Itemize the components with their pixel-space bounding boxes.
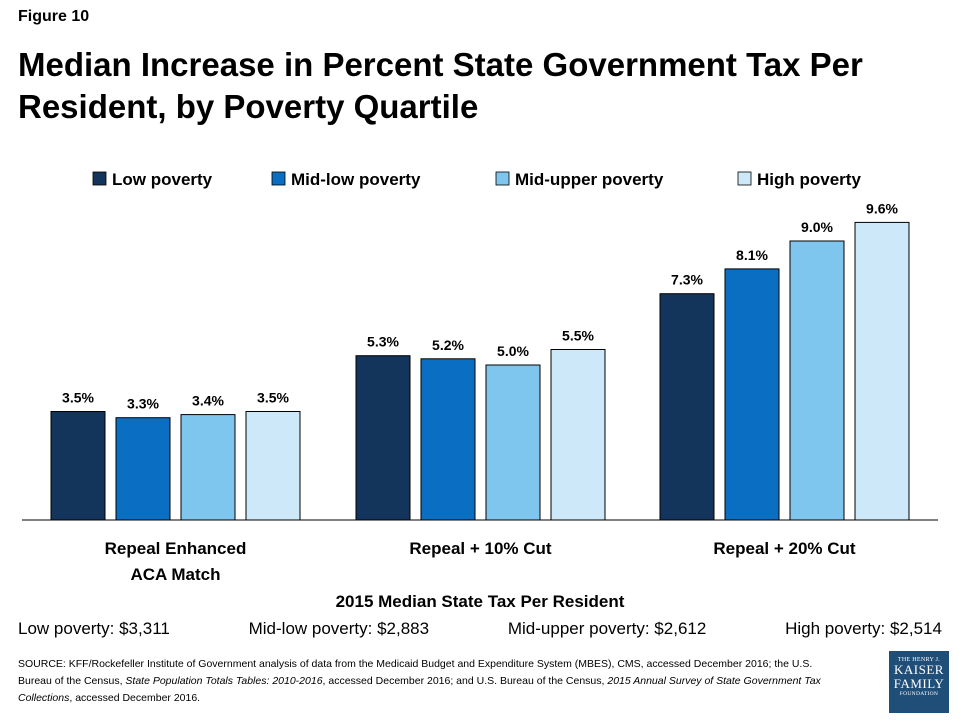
bar-2-3	[854, 221, 910, 521]
source-text-1: SOURCE: KFF/Rockefeller Institute of Gov…	[18, 658, 813, 687]
bar-2-0	[659, 293, 715, 521]
summary-row: Low poverty: $3,311 Mid-low poverty: $2,…	[18, 619, 942, 639]
legend-label-3: High poverty	[757, 170, 861, 189]
value-label-2-3: 9.6%	[866, 200, 898, 216]
bar-1-3	[550, 349, 606, 521]
legend-swatch-1	[271, 171, 286, 186]
logo-line-1: THE HENRY J.	[897, 657, 941, 663]
summary-item-mid-low: Mid-low poverty: $2,883	[248, 619, 430, 638]
bar-2-2	[789, 240, 845, 521]
category-label-1-0: Repeal + 10% Cut	[409, 539, 552, 558]
category-label-0-0: Repeal Enhanced	[105, 539, 247, 558]
summary-item-high: High poverty: $2,514	[785, 619, 942, 638]
bar-0-1	[115, 417, 171, 521]
value-label-1-2: 5.0%	[497, 343, 529, 359]
source-italic-2: 2015 Annual Survey of State Government T…	[18, 675, 821, 704]
legend-swatch-0	[92, 171, 107, 186]
logo-line-2: KAISER	[894, 662, 944, 677]
value-label-2-1: 8.1%	[736, 247, 768, 263]
source-text-3: , accessed December 2016.	[69, 692, 201, 704]
bar-0-3	[245, 411, 301, 521]
category-label-2-0: Repeal + 20% Cut	[713, 539, 856, 558]
logo-line-4: FOUNDATION	[899, 691, 939, 697]
legend-label-2: Mid-upper poverty	[515, 170, 664, 189]
legend-swatch-3	[737, 171, 752, 186]
value-label-1-3: 5.5%	[562, 328, 594, 344]
summary-title: 2015 Median State Tax Per Resident	[335, 592, 625, 611]
kff-logo: THE HENRY J. KAISER FAMILY FOUNDATION	[889, 651, 949, 713]
value-label-0-0: 3.5%	[62, 390, 94, 406]
value-label-0-3: 3.5%	[257, 390, 289, 406]
bar-1-1	[420, 358, 476, 521]
chart-title: Median Increase in Percent State Governm…	[18, 46, 863, 125]
value-label-0-2: 3.4%	[192, 393, 224, 409]
value-label-2-2: 9.0%	[801, 219, 833, 235]
source-italic-1: State Population Totals Tables: 2010-201…	[125, 675, 323, 687]
source-note: SOURCE: KFF/Rockefeller Institute of Gov…	[18, 656, 848, 707]
figure-label: Figure 10	[18, 8, 90, 25]
value-label-0-1: 3.3%	[127, 396, 159, 412]
legend-label-1: Mid-low poverty	[291, 170, 421, 189]
bar-0-0	[50, 411, 106, 521]
value-label-1-0: 5.3%	[367, 334, 399, 350]
bar-chart: Low poverty Mid-low poverty Mid-upper pove…	[22, 170, 938, 584]
source-text-2: , accessed December 2016; and U.S. Burea…	[322, 675, 608, 687]
logo-line-3: FAMILY	[893, 676, 945, 691]
category-label-0-1: ACA Match	[130, 565, 220, 584]
legend-label-0: Low poverty	[112, 170, 213, 189]
legend-swatch-2	[495, 171, 510, 186]
bar-2-1	[724, 268, 780, 521]
value-label-2-0: 7.3%	[671, 272, 703, 288]
value-label-1-1: 5.2%	[432, 337, 464, 353]
summary-item-mid-upper: Mid-upper poverty: $2,612	[507, 619, 707, 638]
summary-item-low: Low poverty: $3,311	[18, 619, 170, 638]
bar-1-0	[355, 355, 411, 521]
bar-0-2	[180, 414, 236, 521]
bar-1-2	[485, 364, 541, 521]
